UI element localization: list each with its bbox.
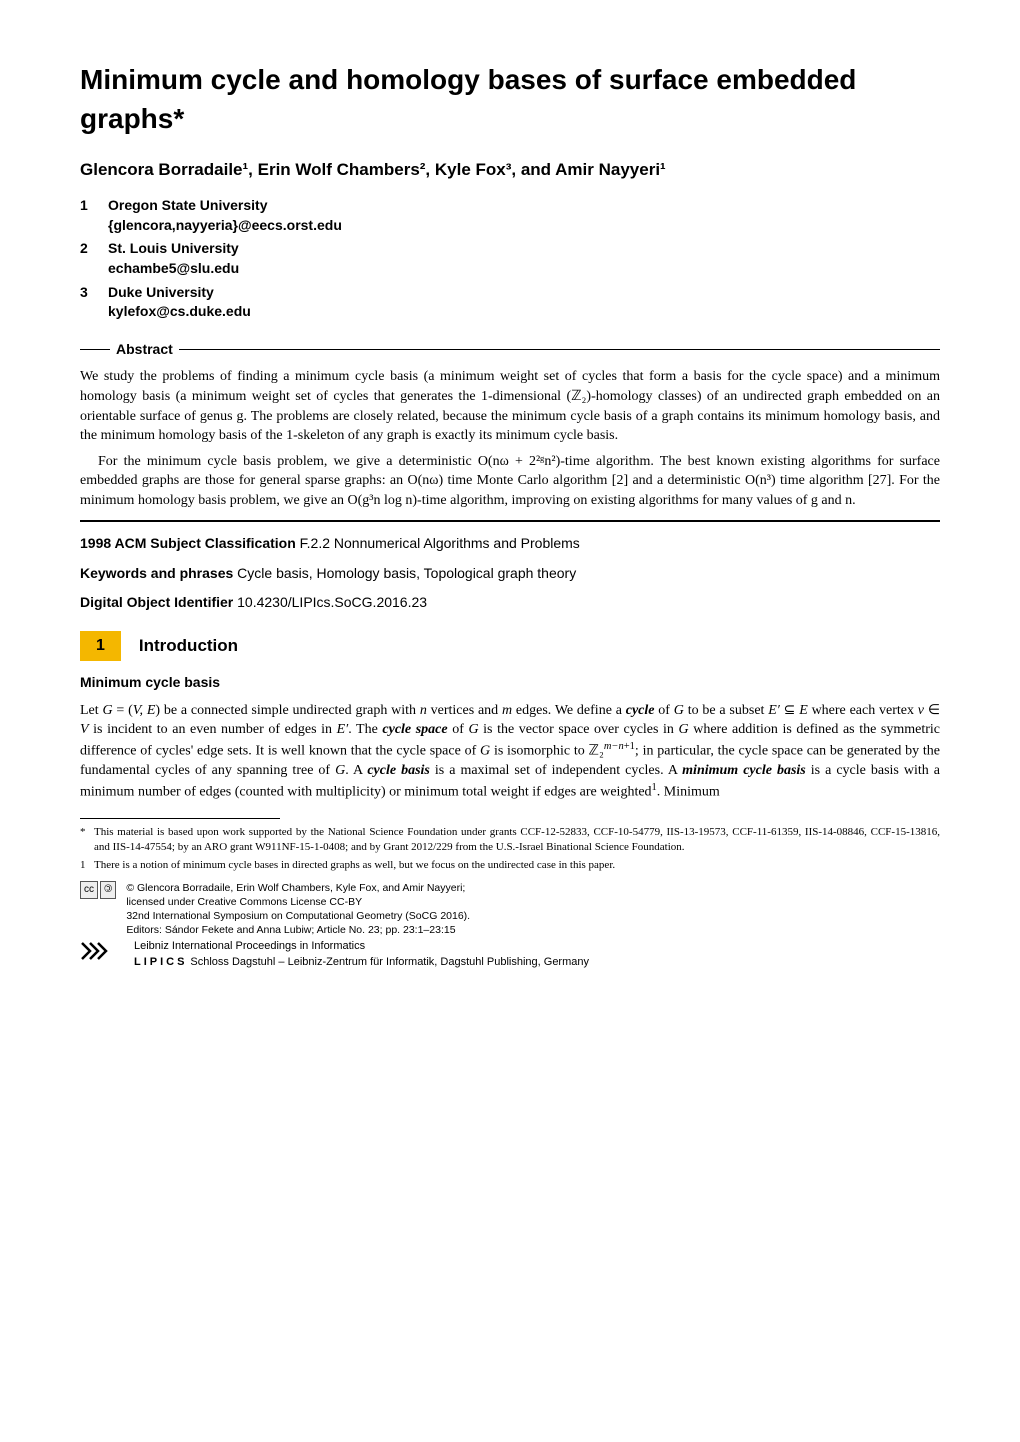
body-para: Let G = (V, E) be a connected simple und… <box>80 701 940 802</box>
abstract-para: We study the problems of finding a minim… <box>80 367 940 445</box>
acm-label: 1998 ACM Subject Classification <box>80 535 296 551</box>
affil-num: 2 <box>80 239 108 278</box>
affiliations: 1 Oregon State University {glencora,nayy… <box>80 196 940 322</box>
doi-label: Digital Object Identifier <box>80 594 233 610</box>
abstract-label: Abstract <box>116 340 173 360</box>
keywords-label: Keywords and phrases <box>80 565 233 581</box>
subsection-heading: Minimum cycle basis <box>80 673 940 693</box>
affil-email: {glencora,nayyeria}@eecs.orst.edu <box>108 216 342 236</box>
footnote-text: This material is based upon work support… <box>94 825 940 855</box>
affiliation: 1 Oregon State University {glencora,nayy… <box>80 196 940 235</box>
section-header: 1 Introduction <box>80 631 940 661</box>
keywords: Keywords and phrases Cycle basis, Homolo… <box>80 564 940 584</box>
abstract-header: Abstract <box>80 340 940 360</box>
lipics-brand: LIPICS <box>134 956 187 968</box>
footnote-mark: * <box>80 825 94 855</box>
doi-value: 10.4230/LIPIcs.SoCG.2016.23 <box>237 594 427 610</box>
cc-icon: cc 🄯 <box>80 881 118 938</box>
rule-icon <box>80 349 110 351</box>
doi: Digital Object Identifier 10.4230/LIPIcs… <box>80 593 940 613</box>
abstract-para: For the minimum cycle basis problem, we … <box>80 452 940 511</box>
venue-line: 32nd International Symposium on Computat… <box>126 909 470 923</box>
rule-icon <box>80 520 940 522</box>
license-block: cc 🄯 © Glencora Borradaile, Erin Wolf Ch… <box>80 881 940 938</box>
by-badge-icon: 🄯 <box>100 881 116 899</box>
footnote-mark: 1 <box>80 858 94 873</box>
lipics-logo-icon <box>80 939 128 968</box>
affil-email: echambe5@slu.edu <box>108 259 239 279</box>
affiliation: 3 Duke University kylefox@cs.duke.edu <box>80 283 940 322</box>
lipics-footer: Leibniz International Proceedings in Inf… <box>80 939 940 970</box>
footnote-text: There is a notion of minimum cycle bases… <box>94 858 615 873</box>
keywords-value: Cycle basis, Homology basis, Topological… <box>237 565 576 581</box>
footnote: * This material is based upon work suppo… <box>80 825 940 855</box>
series-line: Leibniz International Proceedings in Inf… <box>134 939 589 954</box>
rule-icon <box>179 349 940 351</box>
publisher-line: Schloss Dagstuhl – Leibniz-Zentrum für I… <box>190 956 589 968</box>
rule-icon <box>80 818 280 819</box>
acm-value: F.2.2 Nonnumerical Algorithms and Proble… <box>300 535 580 551</box>
acm-classification: 1998 ACM Subject Classification F.2.2 No… <box>80 534 940 554</box>
cc-badge-icon: cc <box>80 881 98 899</box>
body-text: Let G = (V, E) be a connected simple und… <box>80 701 940 802</box>
footnotes: * This material is based upon work suppo… <box>80 825 940 873</box>
authors: Glencora Borradaile¹, Erin Wolf Chambers… <box>80 158 940 182</box>
affiliation: 2 St. Louis University echambe5@slu.edu <box>80 239 940 278</box>
affil-num: 1 <box>80 196 108 235</box>
abstract-body: We study the problems of finding a minim… <box>80 367 940 510</box>
page-title: Minimum cycle and homology bases of surf… <box>80 60 940 138</box>
editors-line: Editors: Sándor Fekete and Anna Lubiw; A… <box>126 923 470 937</box>
copyright-line: © Glencora Borradaile, Erin Wolf Chamber… <box>126 881 470 895</box>
affil-email: kylefox@cs.duke.edu <box>108 302 251 322</box>
affil-name: Duke University <box>108 283 251 303</box>
section-number-badge: 1 <box>80 631 121 661</box>
affil-num: 3 <box>80 283 108 322</box>
affil-name: Oregon State University <box>108 196 342 216</box>
footnote: 1 There is a notion of minimum cycle bas… <box>80 858 940 873</box>
license-line: licensed under Creative Commons License … <box>126 895 470 909</box>
affil-name: St. Louis University <box>108 239 239 259</box>
section-title: Introduction <box>139 634 238 658</box>
